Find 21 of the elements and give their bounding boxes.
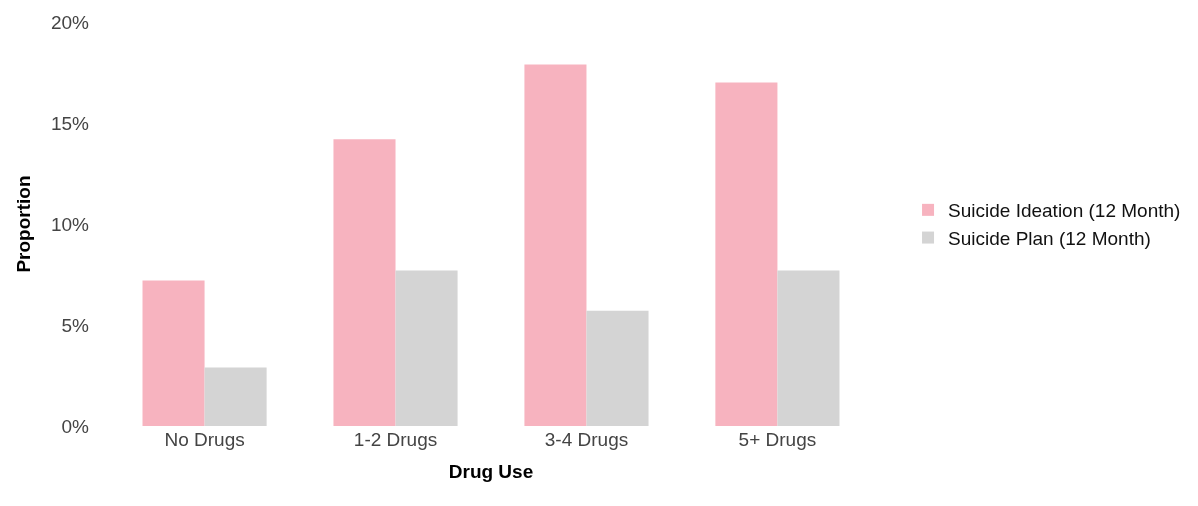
legend-label: Suicide Ideation (12 Month) [948,200,1181,222]
bar [715,82,778,426]
x-tick-label: 5+ Drugs [738,429,817,450]
legend-label: Suicide Plan (12 Month) [948,227,1151,249]
bar [333,139,396,426]
y-axis-title: Proportion [12,175,34,273]
bar [524,64,587,426]
x-tick-label: 3-4 Drugs [544,429,629,450]
x-tick-label: 1-2 Drugs [353,429,438,450]
y-tick-label: 5% [61,314,90,336]
y-tick-label: 0% [61,415,90,437]
y-tick-label: 10% [50,213,90,235]
y-tick-label: 20% [50,11,90,33]
bar [395,270,458,426]
bar [142,280,205,426]
bar [204,367,267,426]
bar [586,310,649,426]
x-tick-label: No Drugs [164,429,245,450]
y-tick-label: 15% [50,112,90,134]
x-axis-title: Drug Use [448,460,534,482]
bar [777,270,840,426]
